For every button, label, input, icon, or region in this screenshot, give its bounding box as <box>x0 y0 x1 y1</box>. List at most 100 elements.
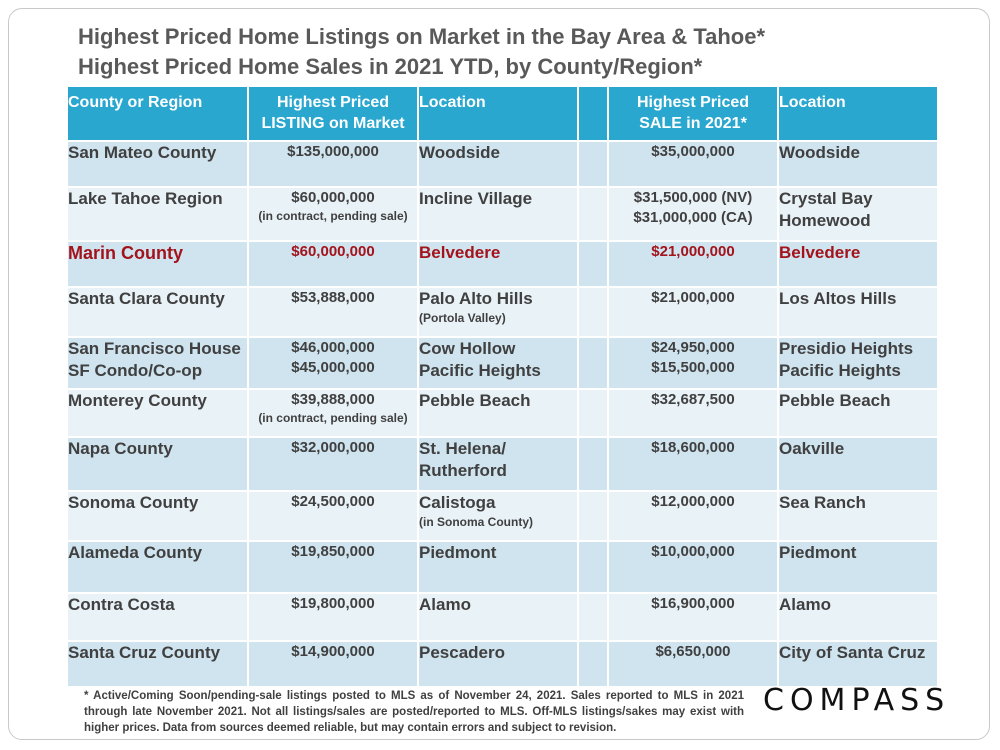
sale-price: $18,600,000 <box>651 439 735 456</box>
sale-price-cell: $16,900,000 <box>608 593 779 642</box>
sale-location: Pebble Beach <box>779 391 891 410</box>
header-listing-line-2: LISTING on Market <box>261 115 405 132</box>
region-name: Alameda County <box>68 543 203 562</box>
listing-location-cell: Alamo <box>418 593 579 642</box>
listing-location: Alamo <box>419 595 471 614</box>
spacer-cell <box>578 593 609 642</box>
sale-price: $6,650,000 <box>655 643 731 660</box>
header-listing-line-1: Highest Priced <box>276 94 390 111</box>
table-row: Marin County $60,000,000 Belvedere $21,000,… <box>68 241 939 288</box>
table-row: Monterey County $39,888,000 (in contract, … <box>68 389 939 438</box>
spacer-cell <box>578 389 609 438</box>
sale-location: City of Santa Cruz <box>779 643 926 662</box>
sale-location-cell: Presidio Heights Pacific Heights <box>778 337 939 390</box>
table-row: Lake Tahoe Region $60,000,000 (in contract… <box>68 187 939 242</box>
sale-price: $16,900,000 <box>651 595 735 612</box>
listing-location: Pescadero <box>419 643 505 662</box>
sale-location-cell: Los Altos Hills <box>778 287 939 338</box>
page-title: Highest Priced Home Listings on Market i… <box>78 22 978 82</box>
listing-price: $135,000,000 <box>287 143 379 160</box>
sale-price-cell: $24,950,000 $15,500,000 <box>608 337 779 390</box>
sale-price-cell: $31,500,000 (NV) $31,000,000 (CA) <box>608 187 779 242</box>
header-location-2: Location <box>778 87 939 142</box>
sale-location: Oakville <box>779 439 845 458</box>
spacer-cell <box>578 491 609 542</box>
header-sale-line-1: Highest Priced <box>636 94 750 111</box>
sale-location-cell: Sea Ranch <box>778 491 939 542</box>
listing-price-cell: $135,000,000 <box>248 141 419 188</box>
sale-price-cell: $21,000,000 <box>608 287 779 338</box>
listing-location: Palo Alto Hills <box>419 289 533 308</box>
listings-table: County or Region Highest Priced LISTING … <box>68 87 939 688</box>
listing-location: Piedmont <box>419 543 497 562</box>
sale-price-cell: $12,000,000 <box>608 491 779 542</box>
sale-location-2: Homewood <box>779 211 871 230</box>
region-cell: San Mateo County <box>68 141 249 188</box>
region-cell: Marin County <box>68 241 249 288</box>
region-cell: Santa Clara County <box>68 287 249 338</box>
listing-location-cell: Calistoga (in Sonoma County) <box>418 491 579 542</box>
listing-location: Incline Village <box>419 189 533 208</box>
listing-price: $53,888,000 <box>291 289 375 306</box>
region-cell: Santa Cruz County <box>68 641 249 688</box>
region-name: Santa Clara County <box>68 289 225 308</box>
region-name: Lake Tahoe Region <box>68 189 223 208</box>
listing-location-cell: Woodside <box>418 141 579 188</box>
listing-price-cell: $19,850,000 <box>248 541 419 594</box>
compass-logo: COMPASS <box>763 683 951 718</box>
spacer-cell <box>578 337 609 390</box>
listing-price: $14,900,000 <box>291 643 375 660</box>
sale-location-cell: Oakville <box>778 437 939 492</box>
region-name: San Mateo County <box>68 143 217 162</box>
table-row: Santa Clara County $53,888,000 Palo Alto H… <box>68 287 939 338</box>
listing-price-cell: $32,000,000 <box>248 437 419 492</box>
sale-location: Sea Ranch <box>779 493 866 512</box>
region-name: Santa Cruz County <box>68 643 221 662</box>
sale-price: $35,000,000 <box>651 143 735 160</box>
listing-location-2: Pacific Heights <box>419 361 541 380</box>
table-row: Santa Cruz County $14,900,000 Pescadero $6,… <box>68 641 939 688</box>
listing-price: $60,000,000 <box>291 189 375 206</box>
listing-location: Calistoga <box>419 493 496 512</box>
header-location-1: Location <box>418 87 579 142</box>
sale-location: Belvedere <box>779 243 861 262</box>
region-name: Marin County <box>68 243 183 263</box>
listing-location: St. Helena/ <box>419 439 506 458</box>
header-spacer <box>578 87 609 142</box>
table-row: San Mateo County $135,000,000 Woodside $35,… <box>68 141 939 188</box>
region-name-2: SF Condo/Co-op <box>68 361 203 380</box>
table-row: San Francisco House SF Condo/Co-op $46,000… <box>68 337 939 390</box>
sale-location: Los Altos Hills <box>779 289 897 308</box>
sale-price-cell: $32,687,500 <box>608 389 779 438</box>
spacer-cell <box>578 241 609 288</box>
spacer-cell <box>578 141 609 188</box>
listing-price-cell: $39,888,000 (in contract, pending sale) <box>248 389 419 438</box>
table-header-row: County or Region Highest Priced LISTING … <box>68 87 939 142</box>
listing-location: Woodside <box>419 143 500 162</box>
region-cell: Monterey County <box>68 389 249 438</box>
listing-location-cell: Palo Alto Hills (Portola Valley) <box>418 287 579 338</box>
listing-price-cell: $46,000,000 $45,000,000 <box>248 337 419 390</box>
listing-price-2: $45,000,000 <box>291 359 375 376</box>
region-cell: Alameda County <box>68 541 249 594</box>
listing-price: $60,000,000 <box>291 243 375 260</box>
listing-location: Belvedere <box>419 243 501 262</box>
region-name: Sonoma County <box>68 493 199 512</box>
sale-location: Presidio Heights <box>779 339 914 358</box>
sale-price: $24,950,000 <box>651 339 735 356</box>
footnote: * Active/Coming Soon/pending-sale listin… <box>84 690 744 734</box>
sale-location-cell: Woodside <box>778 141 939 188</box>
listing-price-cell: $53,888,000 <box>248 287 419 338</box>
listing-location-2: Rutherford <box>419 461 507 480</box>
listing-location-cell: Piedmont <box>418 541 579 594</box>
header-sale: Highest Priced SALE in 2021* <box>608 87 779 142</box>
listing-location-cell: Cow Hollow Pacific Heights <box>418 337 579 390</box>
listing-location: Cow Hollow <box>419 339 516 358</box>
sale-price-cell: $6,650,000 <box>608 641 779 688</box>
region-cell: San Francisco House SF Condo/Co-op <box>68 337 249 390</box>
listing-location-note: (Portola Valley) <box>419 311 506 325</box>
sale-location-cell: Pebble Beach <box>778 389 939 438</box>
listing-price: $24,500,000 <box>291 493 375 510</box>
listing-price: $39,888,000 <box>291 391 375 408</box>
header-region: County or Region <box>68 87 249 142</box>
